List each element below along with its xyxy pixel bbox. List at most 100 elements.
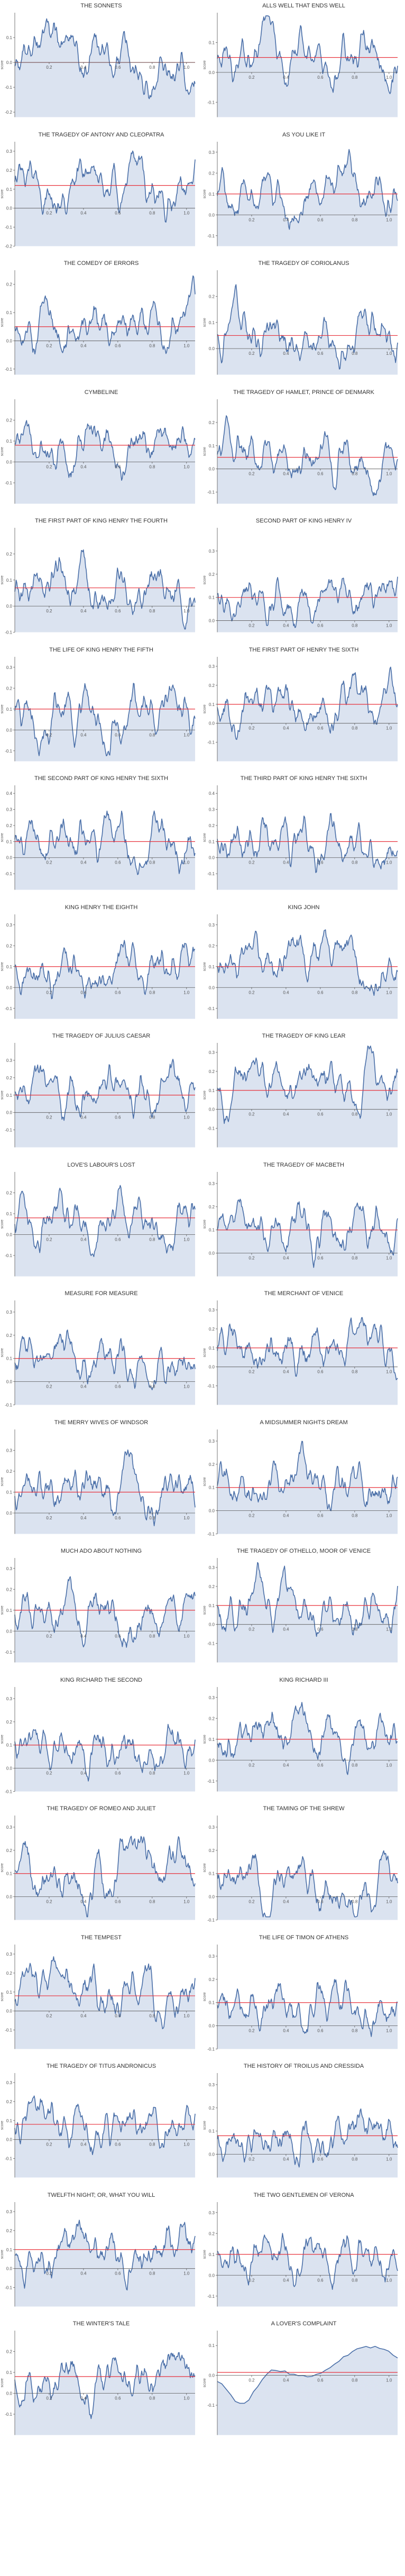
series-line xyxy=(217,415,398,496)
y-tick-label: 0.0 xyxy=(209,2273,215,2278)
x-tick-label: 1.0 xyxy=(183,990,190,995)
x-tick-label: 1.0 xyxy=(386,990,392,995)
x-tick-label: 0.8 xyxy=(149,1900,155,1904)
x-tick-label: 0.8 xyxy=(149,464,155,469)
x-tick-label: 0.8 xyxy=(149,1516,155,1520)
x-tick-label: 0.2 xyxy=(248,2028,255,2033)
chart-svg: KING RICHARD III -0.1 0.0 0.1 0.2 0.3 score 0.2… xyxy=(203,1677,398,1791)
x-tick-label: 0.6 xyxy=(317,624,324,628)
series-area xyxy=(15,1956,195,2049)
chart-title: THE LIFE OF TIMON OF ATHENS xyxy=(259,1935,349,1941)
y-tick-label: 0.1 xyxy=(209,2000,215,2005)
y-tick-label: 0.1 xyxy=(209,1346,215,1351)
series-area xyxy=(217,929,398,1019)
x-tick-label: 0.4 xyxy=(80,609,87,613)
x-tick-label: 0.4 xyxy=(283,2157,289,2162)
y-axis-label: score xyxy=(1,575,4,584)
chart-title: THE TRAGEDY OF CORIOLANUS xyxy=(259,260,349,267)
y-tick-label: 0.1 xyxy=(6,35,13,40)
y-axis-label: score xyxy=(1,2378,4,2387)
series-area xyxy=(217,2233,398,2306)
chart-svg: THE TRAGEDY OF ROMEO AND JULIET 0.0 0.1 0.2… xyxy=(1,1805,196,1920)
x-tick-label: 0.6 xyxy=(115,1385,121,1389)
y-axis-label: score xyxy=(203,318,207,327)
y-tick-label: 0.0 xyxy=(209,213,215,217)
chart-svg: AS YOU LIKE IT -0.1 0.0 0.1 0.2 0.3 score 0.2 0.… xyxy=(203,132,398,246)
y-tick-label: 0.3 xyxy=(209,808,215,812)
y-tick-label: 0.1 xyxy=(209,443,215,448)
y-tick-label: 0.2 xyxy=(6,418,13,423)
x-tick-label: 0.4 xyxy=(283,1370,289,1374)
y-tick-label: 0.0 xyxy=(209,2373,215,2378)
x-tick-label: 1.0 xyxy=(183,1385,190,1389)
chart-title: THE HISTORY OF TROILUS AND CRESSIDA xyxy=(244,2063,364,2069)
y-tick-label: 0.0 xyxy=(6,206,13,210)
x-tick-label: 0.4 xyxy=(283,1763,289,1767)
y-tick-label: 0.0 xyxy=(209,346,215,351)
y-tick-label: 0.3 xyxy=(209,1308,215,1313)
chart-panel-measure-for-measure: MEASURE FOR MEASURE -0.1 0.0 0.1 0.2 0.3 score… xyxy=(0,1288,202,1417)
x-tick-label: 0.2 xyxy=(248,1763,255,1767)
y-tick-label: 0.3 xyxy=(209,1181,215,1186)
chart-title: THE FIRST PART OF HENRY THE SIXTH xyxy=(249,647,359,653)
y-tick-label: -0.1 xyxy=(5,225,12,230)
x-tick-label: 0.6 xyxy=(317,471,324,476)
y-tick-label: 0.1 xyxy=(209,1088,215,1093)
y-tick-label: 0.2 xyxy=(6,2100,13,2104)
x-tick-label: 0.2 xyxy=(46,1237,52,1242)
x-tick-label: 0.4 xyxy=(80,1771,87,1775)
x-tick-label: 0.8 xyxy=(149,2396,155,2401)
y-tick-label: 0.3 xyxy=(209,922,215,927)
y-tick-label: 0.2 xyxy=(6,1333,13,1338)
x-tick-label: 0.2 xyxy=(248,351,255,356)
chart-svg: THE TWO GENTLEMEN OF VERONA -0.1 0.0 0.1 0.2… xyxy=(203,2192,398,2306)
x-tick-label: 0.6 xyxy=(317,990,324,995)
chart-title: THE TRAGEDY OF MACBETH xyxy=(263,1162,344,1168)
series-line xyxy=(14,2352,196,2419)
series-area xyxy=(15,1576,195,1663)
series-line xyxy=(217,666,398,740)
y-axis-label: score xyxy=(203,1863,207,1872)
chart-title: THE MERCHANT OF VENICE xyxy=(264,1290,344,1297)
y-axis-label: score xyxy=(1,1863,4,1872)
series-area xyxy=(217,15,398,117)
y-tick-label: 0.4 xyxy=(6,791,13,796)
series-line xyxy=(217,1198,398,1268)
chart-panel-second-part-of-king-henry-iv: SECOND PART OF KING HENRY IV 0.0 0.1 0.2 0.3… xyxy=(202,515,405,644)
y-tick-label: -0.1 xyxy=(207,100,215,105)
series-line xyxy=(14,150,196,223)
y-tick-label: 0.0 xyxy=(209,466,215,471)
x-tick-label: 0.6 xyxy=(115,1516,121,1520)
y-tick-label: 0.2 xyxy=(209,420,215,425)
x-tick-label: 0.8 xyxy=(149,210,155,215)
series-line xyxy=(217,2232,398,2290)
y-tick-label: -0.1 xyxy=(207,2403,215,2408)
chart-panel-the-winter-s-tale: THE WINTER'S TALE -0.1 0.0 0.1 0.2 score 0.2 0.… xyxy=(0,2318,202,2447)
chart-svg: THE TRAGEDY OF TITUS ANDRONICUS -0.1 0.0 0.… xyxy=(1,2063,196,2178)
y-tick-label: 0.0 xyxy=(6,1111,13,1115)
y-tick-label: 0.1 xyxy=(6,1608,13,1613)
x-tick-label: 0.2 xyxy=(248,1112,255,1117)
x-tick-label: 1.0 xyxy=(386,2028,392,2033)
y-tick-label: 0.1 xyxy=(6,1872,13,1876)
y-tick-label: 0.2 xyxy=(6,1469,13,1474)
y-tick-label: -0.1 xyxy=(5,1403,12,1408)
x-tick-label: 0.6 xyxy=(115,2142,121,2147)
y-tick-label: 0.0 xyxy=(6,1380,13,1385)
y-tick-label: -0.2 xyxy=(5,244,12,249)
x-tick-label: 0.8 xyxy=(352,2278,358,2282)
chart-title: SECOND PART OF KING HENRY IV xyxy=(256,518,352,524)
chart-title: THE FIRST PART OF KING HENRY THE FOURTH xyxy=(35,518,168,524)
y-axis-label: score xyxy=(203,1477,207,1486)
x-tick-label: 0.6 xyxy=(317,2378,324,2383)
y-tick-label: 0.1 xyxy=(6,578,13,583)
x-tick-label: 0.8 xyxy=(352,1255,358,1260)
chart-title: THE LIFE OF KING HENRY THE FIFTH xyxy=(49,647,153,653)
chart-title: THE THIRD PART OF KING HENRY THE SIXTH xyxy=(241,775,367,782)
x-tick-label: 1.0 xyxy=(386,1900,392,1904)
x-tick-label: 1.0 xyxy=(183,2271,190,2276)
x-tick-label: 0.4 xyxy=(80,210,87,215)
x-tick-label: 0.8 xyxy=(149,2142,155,2147)
x-tick-label: 1.0 xyxy=(386,726,392,730)
y-tick-label: 0.0 xyxy=(209,1758,215,1763)
